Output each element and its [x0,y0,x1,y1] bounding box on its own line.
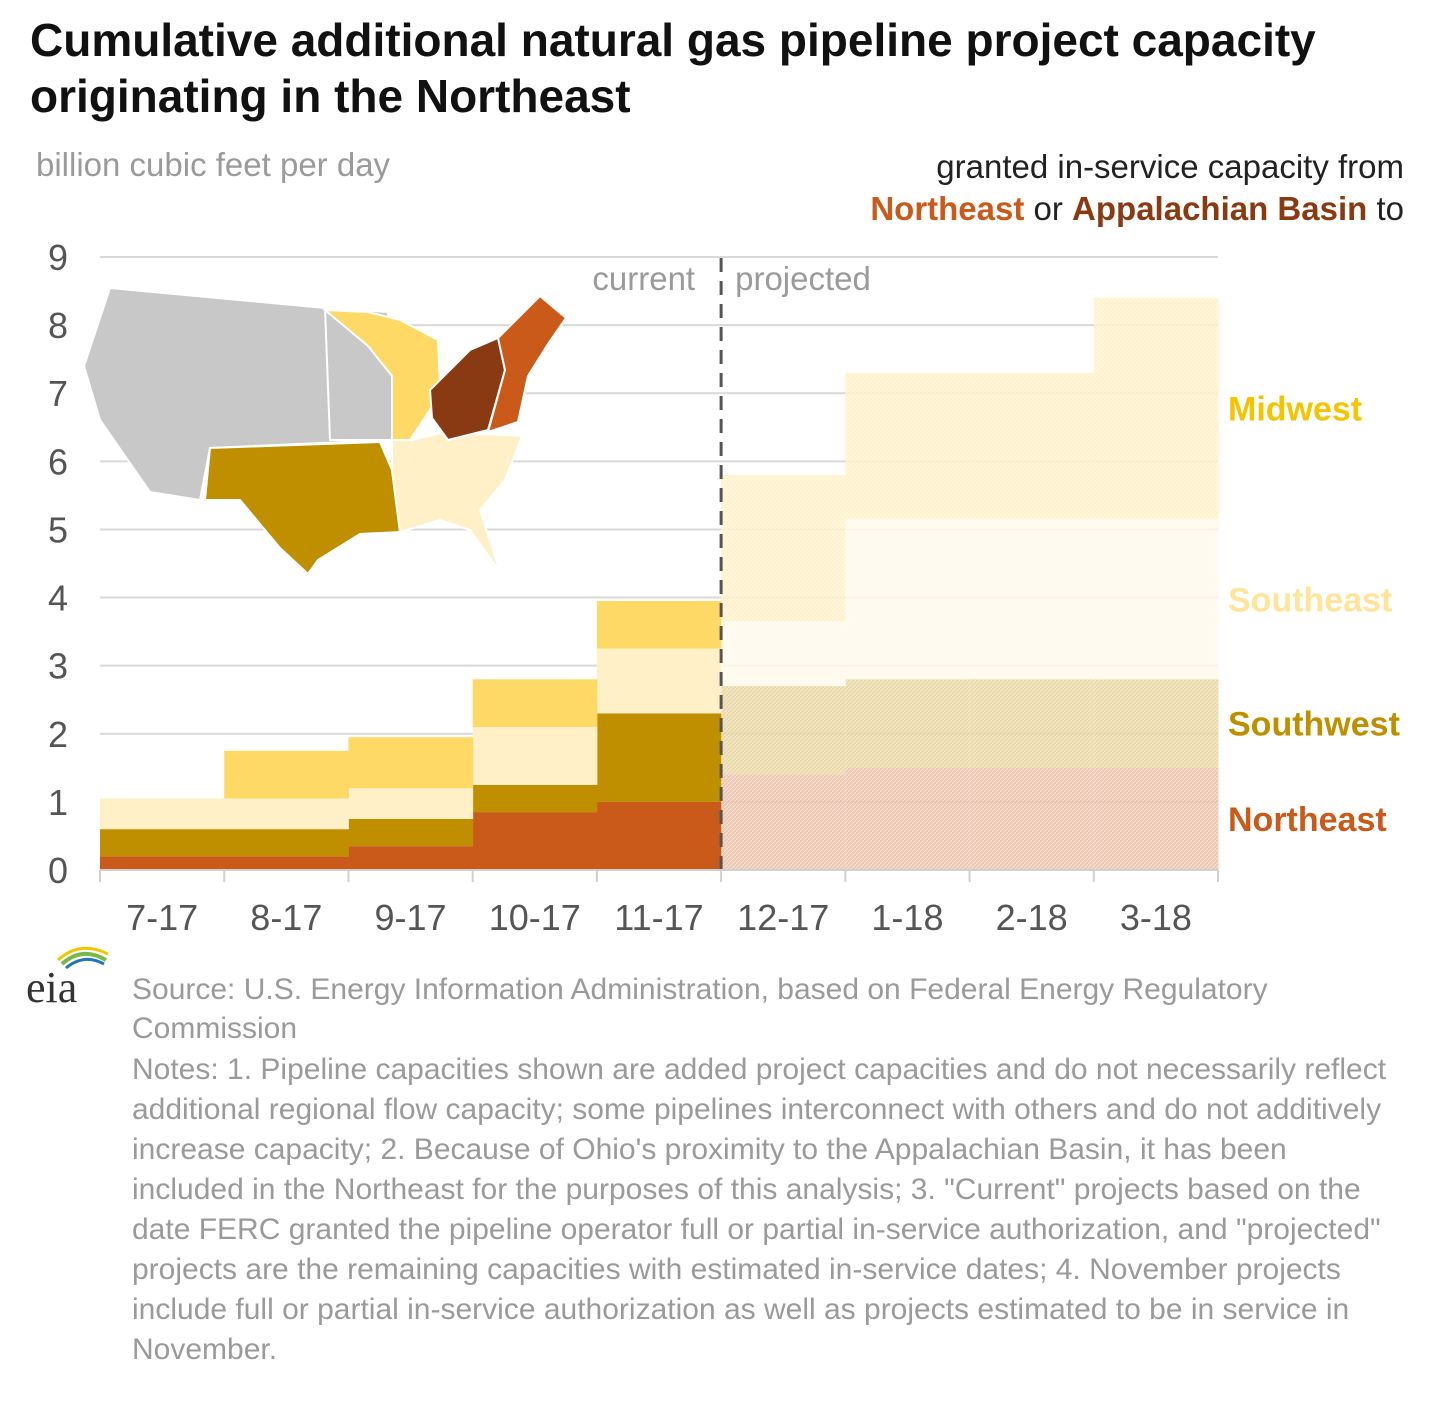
map-region-midwest [322,308,442,441]
area-segment-midwest [348,737,474,789]
x-tick-label: 10-17 [489,897,581,938]
legend-note-line1: granted in-service capacity from [936,148,1404,185]
y-tick-label: 2 [48,714,68,755]
area-segment-southwest [472,784,598,813]
area-segment-southeast [348,788,474,819]
source-note: Source: U.S. Energy Information Administ… [132,973,1268,1045]
y-unit-label: billion cubic feet per day [36,146,391,183]
eia-logo-arc-yellow [56,946,109,962]
projected-hatch-segment [845,679,971,768]
series-label-midwest: Midwest [1228,391,1362,429]
us-region-map [82,286,568,576]
projected-hatch-segment [969,679,1095,768]
projected-hatch-segment [845,372,971,520]
current-label: current [592,260,695,297]
x-tick-label: 12-17 [737,897,829,938]
projected-hatch-segment [721,474,846,622]
area-segment-southeast [472,726,598,785]
legend-note-to: to [1376,190,1404,227]
x-tick-label: 9-17 [375,897,447,938]
chart-area: current projected 0 1 2 3 4 5 6 7 8 9 7-17 8-17 9-17… [48,237,1400,938]
y-tick-label: 4 [48,578,68,619]
y-tick-label: 5 [48,509,68,550]
y-tick-label: 6 [48,441,68,482]
area-segment-northeast [596,801,722,870]
projected-hatch-segment [845,767,971,870]
y-tick-label: 0 [48,850,68,891]
x-tick-label: 2-18 [996,897,1068,938]
projected-label: projected [735,260,871,297]
y-tick-label: 8 [48,305,68,346]
projected-hatch-segment [721,774,846,870]
y-tick-label: 1 [48,782,68,823]
eia-logo-arc-blue [65,957,105,970]
projected-hatch [721,297,1219,870]
projected-hatch-segment [1093,519,1219,680]
projected-hatch-segment [721,686,846,775]
axes: 0 1 2 3 4 5 6 7 8 9 7-17 8-17 9-17 10-17 11-17 12-17 1-1… [48,237,1219,938]
y-tick-label: 9 [48,237,68,278]
area-segment-southwest [596,713,722,802]
area-segment-northeast [348,846,474,870]
footnotes: Notes: 1. Pipeline capacities shown are … [132,1053,1387,1366]
y-tick-label: 7 [48,373,68,414]
area-segment-midwest [224,750,349,799]
projected-hatch-segment [969,372,1095,520]
area-segment-northeast [472,812,598,870]
eia-logo: eia [26,946,109,1010]
area-segment-midwest [596,600,722,649]
area-segment-southwest [100,829,225,857]
legend-note-line2: Northeast or Appalachian Basin to [870,188,1404,230]
legend-note-appalachian: Appalachian Basin [1072,190,1368,227]
area-segment-southeast [596,648,722,714]
area-segment-northeast [224,856,349,870]
projected-hatch-segment [721,621,846,687]
projected-hatch-segment [845,519,971,680]
area-segment-southeast [100,798,225,830]
projected-hatch-segment [1093,297,1219,520]
area-segment-southeast [224,798,349,830]
eia-logo-text: eia [26,963,77,1010]
projected-hatch-segment [1093,767,1219,870]
x-tick-label: 3-18 [1120,897,1192,938]
legend-note: granted in-service capacity from Northea… [870,146,1404,230]
x-tick-label: 1-18 [871,897,943,938]
legend-note-northeast: Northeast [870,190,1025,227]
projected-hatch-segment [1093,679,1219,768]
x-tick-label: 8-17 [250,897,322,938]
area-segment-southwest [348,818,474,847]
series-label-southwest: Southwest [1228,706,1400,744]
y-tick-label: 3 [48,646,68,687]
eia-logo-arc-green [60,952,108,966]
x-tick-label: 7-17 [126,897,198,938]
series-label-southeast: Southeast [1228,581,1392,619]
map-region-northeast [486,294,568,434]
area-segment-northeast [100,856,225,870]
map-region-other [82,286,392,502]
legend-note-or: or [1033,190,1063,227]
chart-title: Cumulative additional natural gas pipeli… [30,14,1316,122]
area-segment-midwest [472,679,598,727]
map-region-southeast [391,430,524,573]
projected-hatch-segment [969,519,1095,680]
map-region-southwest [203,440,402,576]
x-tick-label: 11-17 [614,897,703,938]
series-labels: Northeast Southwest Southeast Midwest [1228,391,1400,839]
series-label-northeast: Northeast [1228,801,1387,839]
projected-hatch-segment [969,767,1095,870]
area-segment-southwest [224,829,349,857]
